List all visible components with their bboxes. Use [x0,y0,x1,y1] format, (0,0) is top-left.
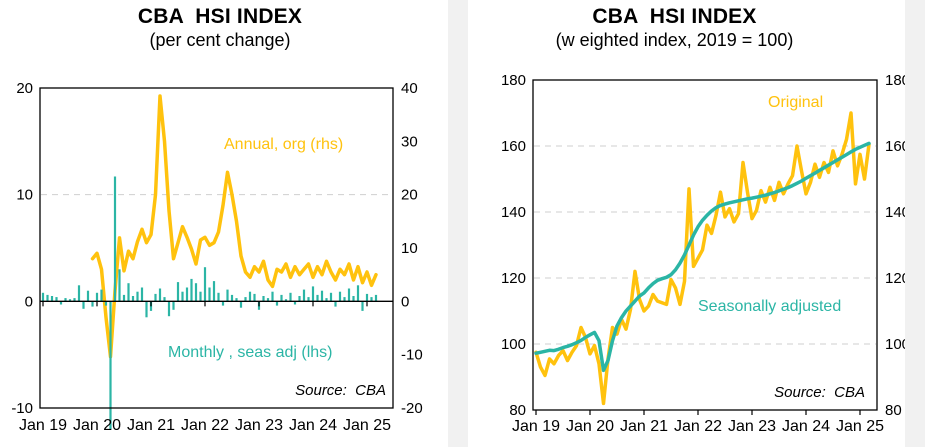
svg-text:-10: -10 [401,347,423,364]
left-chart-panel: Jan 19 Jan 20 Jan 21 Jan 22 Jan 23 Jan 24 Jan … [0,0,448,447]
monthly-series-label: Monthly , seas adj (lhs) [168,344,333,361]
svg-text:100: 100 [501,336,526,353]
svg-text:80: 80 [509,402,526,419]
right-chart-title: CBA HSI INDEX [592,5,757,28]
svg-text:Jan 23: Jan 23 [235,417,283,434]
svg-text:Jan 22: Jan 22 [181,417,229,434]
annual-series-label: Annual, org (rhs) [224,136,344,153]
original-series-label: Original [768,94,824,111]
svg-text:Jan 20: Jan 20 [566,418,614,435]
svg-text:140: 140 [501,204,526,221]
seasonally-adjusted-series-label: Seasonally adjusted [698,298,842,315]
svg-text:-20: -20 [401,400,423,417]
svg-text:-10: -10 [11,400,33,417]
left-source-note: Source: CBA [295,382,386,399]
svg-text:30: 30 [401,133,418,150]
svg-text:Jan 20: Jan 20 [73,417,121,434]
svg-text:Jan 23: Jan 23 [728,418,776,435]
right-chart-plot: Jan 19 Jan 20 Jan 21 Jan 22 Jan 23 Jan 24 Jan … [501,72,905,435]
svg-text:Jan 24: Jan 24 [782,418,830,435]
svg-text:100: 100 [885,336,905,353]
svg-text:120: 120 [501,270,526,287]
svg-text:160: 160 [501,138,526,155]
svg-text:180: 180 [885,72,905,89]
svg-text:140: 140 [885,204,905,221]
svg-text:Jan 22: Jan 22 [674,418,722,435]
svg-text:0: 0 [25,293,33,310]
svg-text:40: 40 [401,80,418,97]
svg-text:10: 10 [401,240,418,257]
right-chart-panel: Jan 19 Jan 20 Jan 21 Jan 22 Jan 23 Jan 24 Jan … [468,0,905,447]
svg-text:20: 20 [401,187,418,204]
svg-text:Jan 25: Jan 25 [836,418,884,435]
svg-text:160: 160 [885,138,905,155]
svg-text:0: 0 [401,293,409,310]
svg-text:120: 120 [885,270,905,287]
svg-text:Jan 24: Jan 24 [289,417,337,434]
svg-text:Jan 19: Jan 19 [512,418,560,435]
svg-text:Jan 21: Jan 21 [620,418,668,435]
svg-text:180: 180 [501,72,526,89]
right-margin-strip [905,0,925,447]
left-chart-title: CBA HSI INDEX [137,5,303,28]
svg-text:20: 20 [16,80,33,97]
right-chart-subtitle: (w eighted index, 2019 = 100) [555,30,794,50]
svg-text:Jan 19: Jan 19 [19,417,67,434]
left-chart-subtitle: (per cent change) [149,30,291,50]
svg-text:Jan 25: Jan 25 [343,417,391,434]
left-chart-plot: Jan 19 Jan 20 Jan 21 Jan 22 Jan 23 Jan 24 Jan … [11,80,423,434]
svg-text:10: 10 [16,187,33,204]
svg-text:80: 80 [885,402,902,419]
svg-text:Jan 21: Jan 21 [127,417,175,434]
right-source-note: Source: CBA [774,384,865,401]
panel-gap-divider [448,0,468,447]
